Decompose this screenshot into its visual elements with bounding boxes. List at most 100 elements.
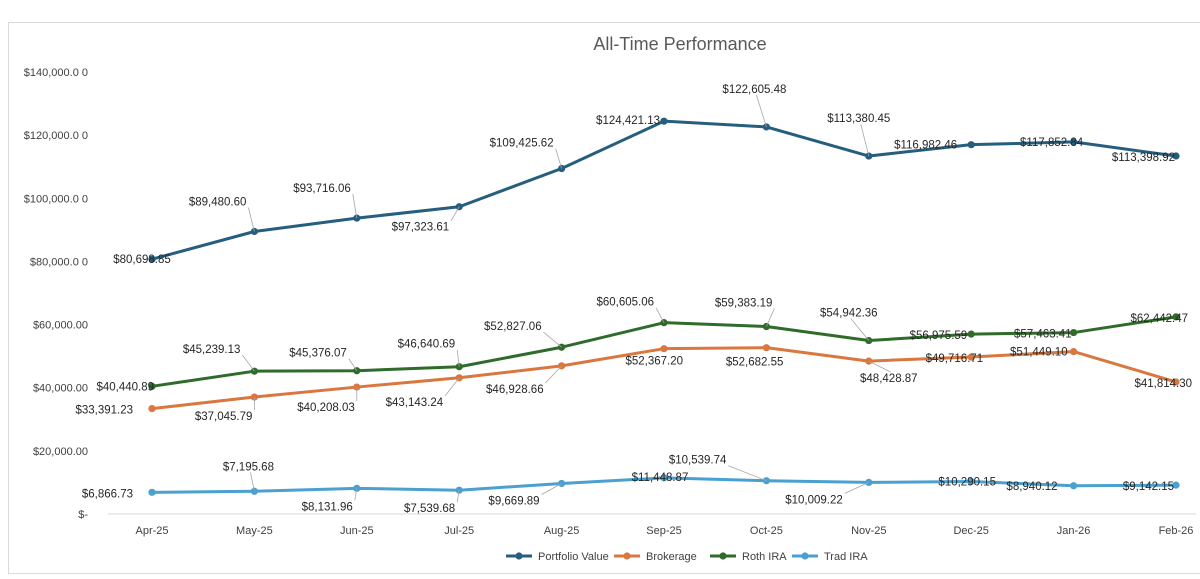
data-point — [1070, 482, 1078, 490]
data-label: $45,376.07 — [289, 348, 347, 360]
data-labels: $80,698.85 $89,480.60 $93,716.06 $97,323.61… — [75, 84, 1192, 515]
data-label: $8,940.12 — [1006, 481, 1057, 493]
leader-line — [352, 194, 358, 219]
x-tick-label: Jan-26 — [1057, 525, 1091, 537]
data-label: $117,852.84 — [1020, 137, 1084, 149]
data-label: $97,323.61 — [392, 222, 450, 234]
series-brokerage — [148, 344, 1180, 413]
data-label: $10,539.74 — [669, 455, 727, 467]
data-label: $51,449.10 — [1010, 347, 1068, 359]
legend-label: Brokerage — [646, 551, 697, 563]
data-point — [1172, 313, 1180, 321]
x-tick-label: Dec-25 — [953, 525, 988, 537]
data-label: $11,448.87 — [632, 472, 689, 484]
leader-line — [860, 123, 870, 157]
data-point — [148, 488, 156, 496]
leader-line — [541, 483, 562, 495]
x-tick-label: Apr-25 — [135, 525, 168, 537]
data-point — [148, 404, 156, 413]
legend-item-portfolio-value: Portfolio Value — [506, 551, 609, 563]
data-point — [1070, 347, 1078, 356]
data-label: $46,640.69 — [398, 339, 456, 351]
data-point — [967, 141, 975, 149]
data-point — [455, 203, 463, 211]
legend-marker — [719, 552, 727, 560]
y-tick-label: $80,000.0 0 — [30, 256, 88, 268]
leader-line — [450, 206, 460, 221]
x-tick-label: Nov-25 — [851, 525, 886, 537]
data-label: $109,425.62 — [490, 138, 554, 150]
data-point — [1172, 481, 1180, 489]
chart-title: All-Time Performance — [593, 34, 766, 54]
x-axis-ticks: Apr-25 May-25 Jun-25 Jul-25 Aug-25 Sep-25 Oct-… — [135, 525, 1193, 537]
data-label: $8,131.96 — [302, 501, 353, 513]
data-label: $113,398.92 — [1112, 152, 1175, 164]
y-tick-label: $40,000.00 — [33, 383, 88, 395]
data-label: $93,716.06 — [293, 183, 351, 195]
data-point — [148, 255, 156, 263]
leader-line — [728, 465, 767, 482]
x-tick-label: Aug-25 — [544, 525, 579, 537]
data-label: $52,682.55 — [726, 357, 784, 369]
legend-item-roth-ira: Roth IRA — [710, 551, 787, 563]
data-point — [660, 345, 668, 353]
leader-line — [444, 377, 460, 397]
y-tick-label: $60,000.00 — [33, 320, 88, 332]
data-label: $48,428.87 — [860, 373, 918, 385]
legend-item-trad-ira: Trad IRA — [792, 551, 868, 563]
data-point — [660, 117, 668, 125]
legend: Portfolio Value Brokerage Roth IRA Trad IRA — [506, 551, 868, 563]
data-label: $56,975.59 — [910, 330, 968, 342]
data-label: $41,814.30 — [1134, 378, 1192, 390]
data-label: $40,208.03 — [297, 402, 355, 414]
data-point — [865, 152, 873, 160]
data-point — [1070, 328, 1078, 337]
data-point — [865, 478, 873, 486]
legend-label: Portfolio Value — [538, 551, 609, 563]
data-point — [967, 353, 975, 361]
x-tick-label: Feb-26 — [1159, 525, 1194, 537]
leader-line — [756, 94, 767, 128]
data-label: $62,442.47 — [1130, 313, 1188, 325]
data-label: $9,142.15 — [1123, 481, 1174, 493]
x-tick-label: May-25 — [236, 525, 273, 537]
leader-line — [354, 488, 358, 501]
data-label: $113,380.45 — [827, 113, 890, 125]
leader-line — [250, 472, 255, 492]
y-tick-label: $120,000.0 0 — [24, 130, 88, 142]
y-axis: $- $20,000.00 $40,000.00 $60,000.00 $80,000.… — [24, 67, 89, 521]
x-tick-label: Jun-25 — [340, 525, 374, 537]
legend-label: Roth IRA — [742, 551, 787, 563]
data-label: $59,383.19 — [715, 298, 773, 310]
data-label: $7,539.68 — [404, 503, 455, 515]
data-label: $45,239.13 — [183, 344, 241, 356]
data-point — [967, 330, 975, 338]
data-label: $124,421.13 — [596, 115, 660, 127]
data-label: $33,391.23 — [75, 405, 133, 417]
data-label: $9,669.89 — [488, 495, 539, 507]
data-label: $57,463.41 — [1014, 329, 1072, 341]
data-label: $89,480.60 — [189, 196, 247, 208]
data-label: $6,866.73 — [82, 488, 133, 500]
y-tick-label: $20,000.00 — [33, 446, 88, 458]
legend-marker — [515, 552, 523, 560]
series-portfolio-value — [148, 117, 1180, 263]
data-label: $54,942.36 — [820, 308, 878, 320]
y-tick-label: $- — [78, 509, 88, 521]
data-label: $10,290.15 — [938, 477, 996, 489]
data-label: $46,928.66 — [486, 384, 544, 396]
series-group — [148, 117, 1180, 496]
x-tick-label: Jul-25 — [444, 525, 474, 537]
leader-line — [545, 365, 562, 384]
x-tick-label: Oct-25 — [750, 525, 783, 537]
data-label: $37,045.79 — [195, 411, 253, 423]
leader-line — [456, 490, 460, 503]
leader-line — [766, 308, 775, 327]
leader-line — [844, 482, 869, 494]
legend-label: Trad IRA — [824, 551, 868, 563]
data-point — [1172, 152, 1180, 160]
series-trad-ira — [148, 474, 1180, 496]
data-label: $43,143.24 — [386, 397, 444, 409]
chart-area — [8, 22, 1200, 574]
data-point — [660, 474, 668, 482]
